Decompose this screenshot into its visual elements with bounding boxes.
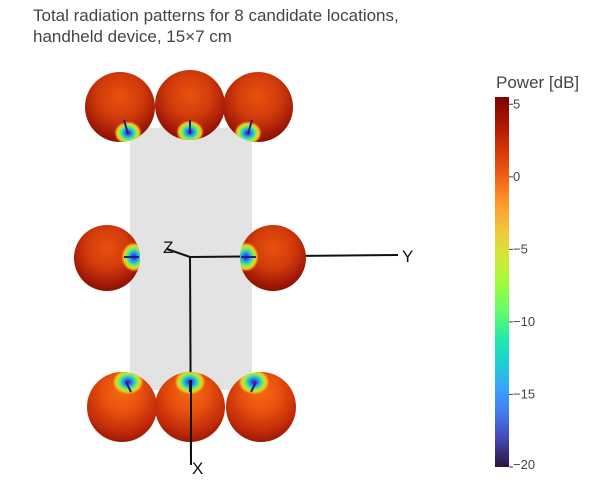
colorbar-tick-label: −10 xyxy=(513,314,535,329)
chart-3d-scene[interactable]: Y X Z xyxy=(0,0,480,500)
radiation-pattern-5[interactable] xyxy=(233,225,306,291)
chart-title-line-1: Total radiation patterns for 8 candidate… xyxy=(33,6,399,25)
chart-title-line-2: handheld device, 15×7 cm xyxy=(33,27,232,46)
radiation-pattern-6[interactable] xyxy=(87,369,157,442)
colorbar-tick-label: −20 xyxy=(513,457,535,472)
radiation-pattern-4[interactable] xyxy=(74,225,147,291)
colorbar-gradient xyxy=(495,97,509,467)
colorbar: 5 0 −5 −10 −15 −20 xyxy=(495,97,535,472)
axis-z-line xyxy=(166,248,191,258)
chart-title: Total radiation patterns for 8 candidate… xyxy=(33,5,399,47)
colorbar-tick-label: 5 xyxy=(513,97,520,111)
colorbar-ticks: 5 0 −5 −10 −15 −20 xyxy=(509,97,535,472)
colorbar-tick-label: −5 xyxy=(513,241,528,256)
radiation-pattern-3[interactable] xyxy=(223,72,293,145)
colorbar-tick-label: −15 xyxy=(513,386,535,401)
colorbar-tick-label: 0 xyxy=(513,169,520,184)
radiation-pattern-2[interactable] xyxy=(155,70,225,144)
axis-label-x: X xyxy=(192,459,203,478)
radiation-pattern-8[interactable] xyxy=(226,369,296,442)
axis-label-y: Y xyxy=(402,247,413,266)
colorbar-title: Power [dB] xyxy=(496,73,580,92)
axis-label-z: Z xyxy=(163,238,173,257)
